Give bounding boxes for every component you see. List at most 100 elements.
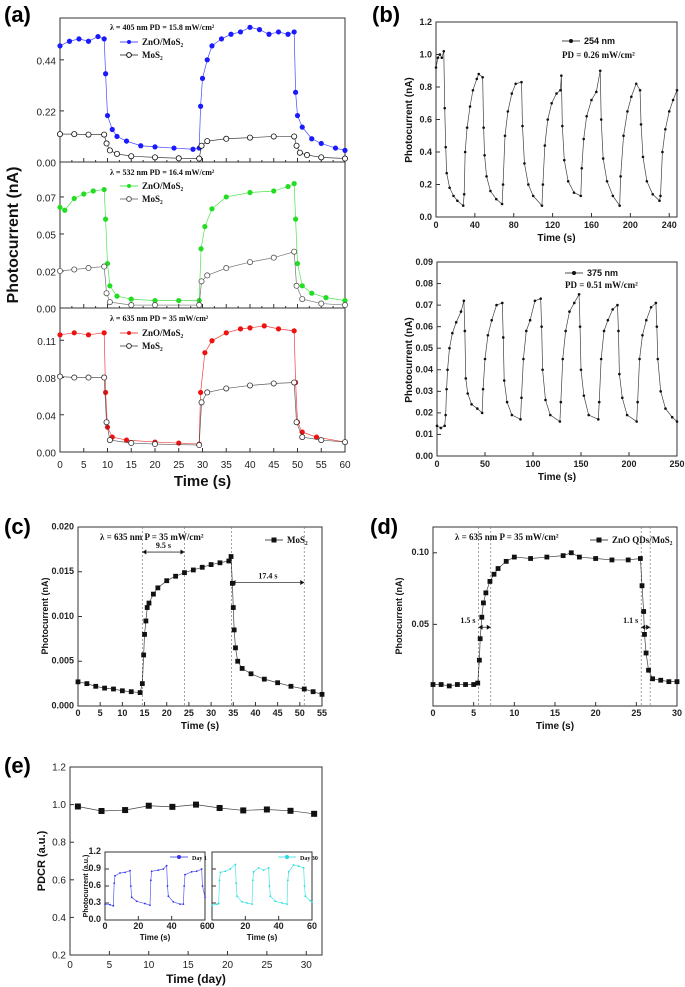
data-point	[103, 140, 110, 147]
data-point	[341, 302, 348, 309]
data-point	[71, 131, 78, 138]
data-point	[182, 903, 185, 906]
data-point	[135, 900, 138, 903]
x-tick-label: 40	[470, 220, 480, 230]
x-axis-label: Time (s)	[174, 473, 231, 490]
x-tick-label: 5	[81, 460, 87, 471]
data-point	[98, 807, 105, 814]
data-point	[476, 407, 479, 410]
x-tick-label: 0	[430, 708, 435, 718]
data-point	[149, 904, 151, 907]
data-point	[106, 299, 113, 306]
x-tick-label: 120	[545, 220, 560, 230]
data-point	[658, 199, 661, 203]
data-point	[462, 192, 466, 196]
data-point	[103, 216, 109, 222]
data-point	[634, 82, 638, 86]
data-point	[579, 368, 583, 372]
data-point	[444, 413, 447, 417]
x-axis-label: Time (day)	[166, 972, 226, 986]
data-point	[204, 389, 211, 396]
x-tick-label: 25	[261, 960, 273, 971]
data-point	[286, 903, 288, 906]
data-point	[299, 296, 306, 303]
legend-marker	[127, 40, 131, 44]
data-point	[251, 879, 254, 882]
chart-a1: 0.00 0.22 0.44 ZnO/MoS₂ MoS₂ λ = 405 nm PD = …	[37, 17, 348, 170]
data-point	[540, 325, 543, 328]
data-point	[577, 554, 582, 560]
x-tick-label: 30	[197, 460, 209, 471]
series-line	[211, 863, 313, 906]
data-point	[292, 864, 295, 866]
chart-a2: 0.00 0.02 0.05 0.07 ZnO/MoS₂ MoS₂ λ = 532 nm P…	[37, 161, 348, 316]
data-point	[157, 869, 160, 872]
data-point	[597, 400, 601, 404]
chart-e1: 0.0 0.3 0.6 0.9 1.2 0 20 40 60 Time (s) Photocurre…	[83, 846, 210, 942]
data-point	[490, 318, 494, 322]
y-tick-label: 1.2	[419, 17, 432, 27]
data-point	[430, 682, 436, 687]
data-point	[76, 36, 82, 42]
data-point	[239, 666, 245, 671]
x-tick-label: 5	[98, 708, 103, 718]
data-point	[237, 326, 244, 332]
x-tick-label: 45	[268, 460, 280, 471]
data-point	[228, 31, 234, 37]
data-point	[468, 105, 472, 108]
data-point	[270, 133, 277, 140]
data-point	[495, 566, 501, 571]
data-point	[651, 192, 655, 196]
data-point	[104, 112, 111, 119]
data-point	[304, 895, 307, 898]
data-point	[101, 186, 107, 193]
data-point	[319, 691, 325, 697]
data-point	[649, 305, 653, 309]
x-tick-label: 20	[240, 921, 250, 931]
plot-frame	[104, 851, 206, 921]
data-point	[617, 329, 620, 333]
data-point	[599, 357, 603, 361]
data-point	[543, 144, 547, 147]
data-point	[223, 330, 229, 336]
data-point	[71, 374, 78, 381]
legend-marker	[126, 196, 132, 202]
data-point	[195, 870, 198, 873]
panel-label-b: (b)	[372, 2, 400, 27]
x-tick-label: 55	[316, 460, 328, 471]
data-point	[309, 290, 315, 296]
data-point	[572, 301, 576, 305]
series-line	[59, 183, 346, 301]
y-tick-label: 0.000	[51, 700, 74, 710]
data-point	[75, 679, 81, 685]
data-point	[257, 866, 260, 869]
x-tick-label: 25	[631, 708, 641, 718]
data-point	[650, 676, 655, 682]
data-point	[109, 126, 115, 133]
annotation: λ = 532 nm PD = 16.4 mW/cm²	[110, 168, 215, 177]
data-point	[511, 554, 517, 560]
x-tick-label: 0	[57, 460, 63, 471]
data-point	[675, 420, 679, 423]
data-point	[568, 550, 574, 556]
data-point	[599, 118, 603, 121]
data-point	[71, 195, 77, 202]
data-point	[318, 140, 324, 147]
x-tick-label: 100	[525, 459, 540, 469]
data-point	[310, 689, 316, 695]
data-point	[670, 415, 674, 419]
x-tick-label: 15	[183, 960, 195, 971]
data-point	[71, 266, 78, 273]
data-point	[440, 56, 444, 60]
legend-label: Day 1	[192, 856, 207, 862]
plot-frame	[77, 526, 323, 707]
data-point	[93, 683, 99, 689]
annotation: PD = 0.51 mW/cm²	[565, 280, 638, 290]
legend-marker	[126, 343, 132, 349]
y-tick-label: 0.08	[415, 278, 433, 288]
data-point	[223, 194, 229, 200]
data-point	[514, 82, 517, 86]
data-point	[287, 807, 294, 814]
data-point	[568, 310, 571, 313]
data-point	[119, 872, 121, 874]
